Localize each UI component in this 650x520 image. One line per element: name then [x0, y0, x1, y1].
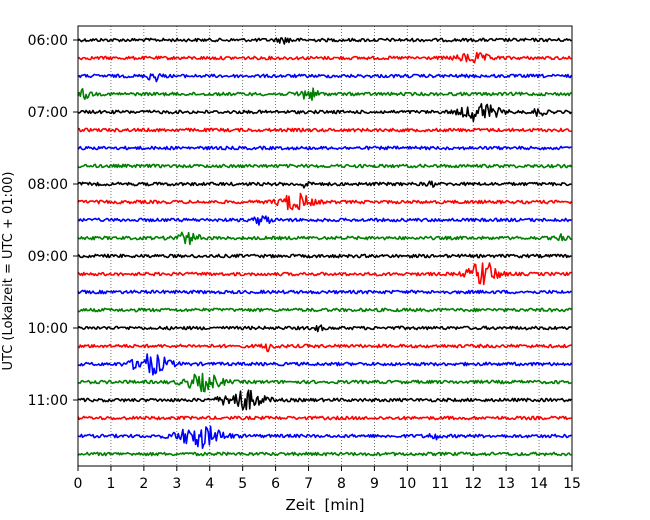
- x-tick-label: 5: [238, 476, 247, 492]
- y-tick-label: 06:00: [28, 33, 68, 49]
- trace-0615: [77, 51, 572, 64]
- seismic-traces: [77, 37, 573, 457]
- trace-0600: [77, 37, 572, 45]
- x-tick-label: 4: [205, 476, 214, 492]
- trace-0800: [77, 180, 572, 189]
- x-tick-label: 9: [370, 476, 379, 492]
- x-axis-title: Zeit [min]: [285, 496, 364, 514]
- x-tick-label: 2: [139, 476, 148, 492]
- trace-1115: [77, 415, 572, 421]
- trace-1045: [77, 372, 572, 393]
- x-tick-label: 15: [563, 476, 581, 492]
- y-axis-title: UTC (Lokalzeit = UTC + 01:00): [1, 172, 16, 371]
- x-tick-label: 7: [304, 476, 313, 492]
- y-tick-label: 08:00: [28, 177, 68, 193]
- x-tick-label: 0: [74, 476, 83, 492]
- trace-0930: [77, 289, 572, 295]
- y-axis-ticks: 06:00 07:00 08:00 09:00 10:00 11:00: [28, 33, 78, 409]
- x-tick-label: 8: [337, 476, 346, 492]
- x-tick-label: 1: [106, 476, 115, 492]
- x-tick-label: 6: [271, 476, 280, 492]
- y-tick-label: 11:00: [28, 393, 68, 409]
- trace-1000: [77, 324, 572, 333]
- trace-0900: [77, 253, 572, 259]
- trace-0645: [77, 87, 572, 101]
- trace-1100: [77, 389, 572, 411]
- x-tick-label: 14: [530, 476, 548, 492]
- trace-1030: [77, 353, 573, 376]
- trace-0745: [77, 163, 573, 169]
- plot-frame: [77, 25, 573, 467]
- x-tick-label: 13: [497, 476, 515, 492]
- trace-1145: [77, 451, 572, 457]
- y-tick-label: 09:00: [28, 249, 68, 265]
- trace-0700: [77, 103, 572, 123]
- trace-0815: [77, 192, 573, 211]
- x-tick-label: 11: [431, 476, 449, 492]
- y-tick-label: 07:00: [28, 105, 68, 121]
- trace-1130: [77, 425, 572, 450]
- gridlines: [110, 26, 540, 466]
- trace-0715: [77, 127, 572, 133]
- trace-0845: [77, 231, 572, 246]
- x-tick-label: 10: [398, 476, 416, 492]
- x-axis-ticks: 0 1 2 3 4 5 6 7 8 9 10 11 12 13 14 15: [74, 466, 581, 492]
- y-tick-label: 10:00: [28, 321, 68, 337]
- x-tick-label: 12: [464, 476, 482, 492]
- trace-0830: [77, 215, 572, 226]
- trace-0730: [77, 145, 572, 151]
- trace-0945: [77, 307, 572, 313]
- trace-0915: [77, 262, 572, 286]
- trace-0630: [77, 73, 573, 83]
- trace-1015: [77, 343, 572, 353]
- x-tick-label: 3: [172, 476, 181, 492]
